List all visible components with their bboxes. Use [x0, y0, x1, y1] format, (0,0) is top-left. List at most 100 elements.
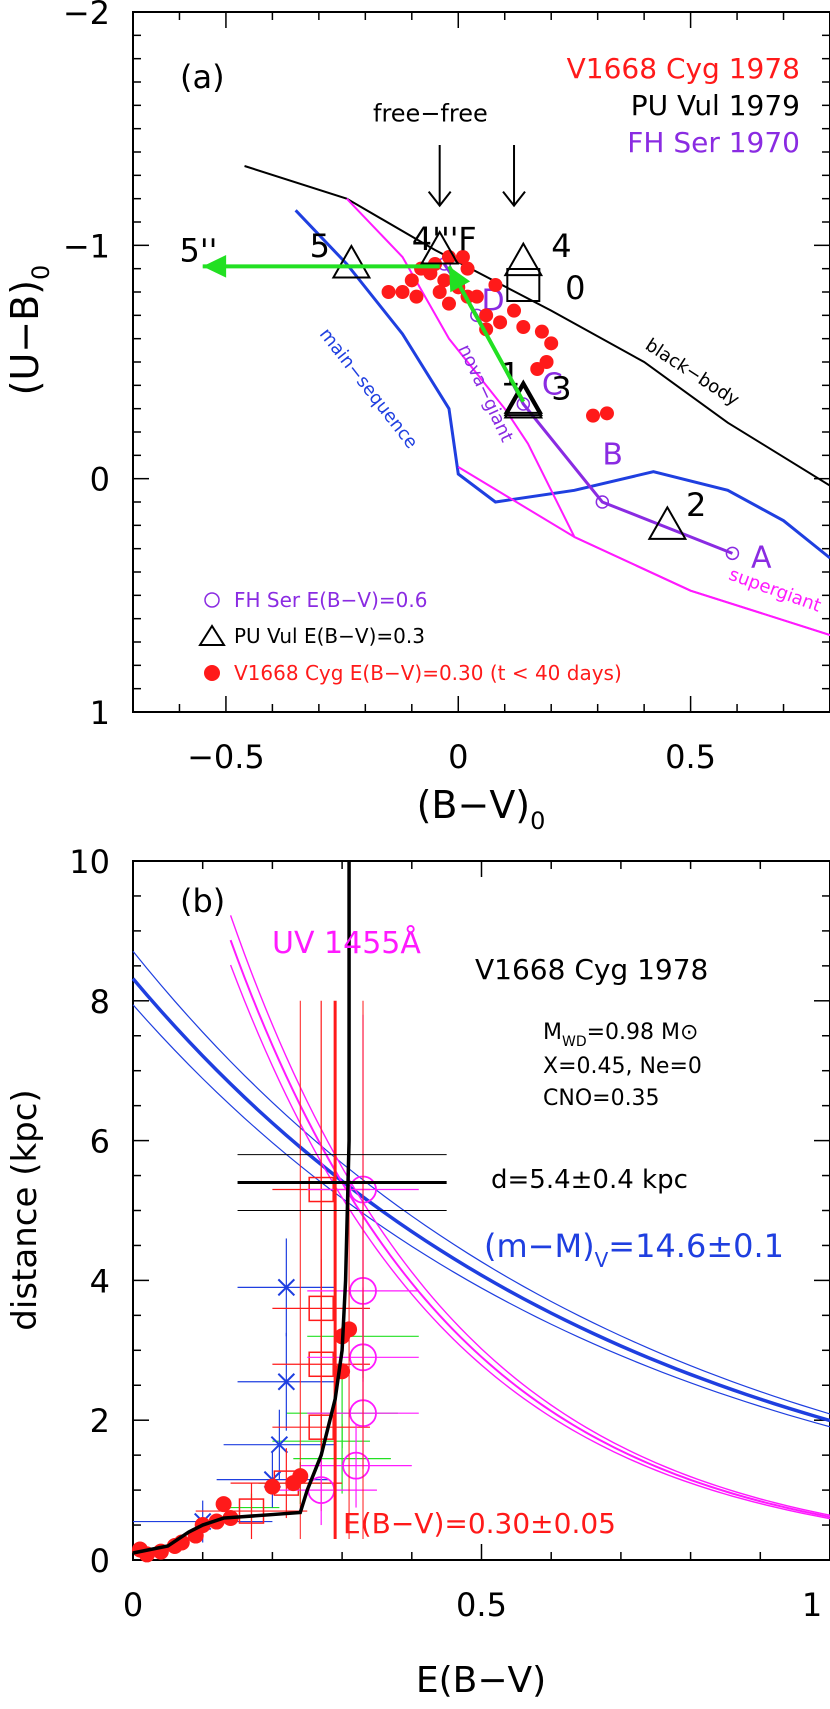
v1668-point — [469, 289, 484, 304]
distance-modulus-lower — [132, 1004, 830, 1428]
y-tick-label: 4 — [90, 1262, 110, 1300]
y-tick-label: 1 — [90, 694, 110, 732]
panel-label: (b) — [180, 882, 225, 920]
x-tick-label: 0.5 — [665, 738, 716, 776]
y-tick-label: −1 — [63, 227, 110, 265]
green-arrow-head — [202, 255, 227, 278]
pu-vul-point — [419, 229, 460, 265]
v1668-point — [544, 336, 559, 351]
legend-pu-vul: PU Vul E(B−V)=0.3 — [234, 624, 425, 648]
v1668-point — [432, 285, 447, 299]
pu-vul-label: 4''' — [412, 220, 459, 258]
red-circle-point — [215, 1496, 232, 1513]
red-circle-point — [264, 1478, 281, 1495]
v1668-point — [534, 324, 549, 339]
pu-vul-square — [506, 268, 541, 302]
v1668-point — [409, 289, 424, 304]
extinction-distance-curve — [132, 861, 351, 1555]
pu-vul-label: 4 — [551, 227, 571, 265]
pu-vul-point — [503, 379, 544, 414]
red-square-marker — [238, 1498, 265, 1524]
title-line: PU Vul 1979 — [631, 89, 800, 122]
blue-x-marker — [270, 1435, 289, 1454]
v1668-point — [441, 296, 456, 311]
params-composition: X=0.45, Ne=0 — [543, 1054, 702, 1079]
fh-ser-point — [725, 546, 740, 561]
v1668-point — [599, 406, 614, 421]
pu-vul-point — [503, 383, 544, 419]
v1668-point — [455, 250, 470, 264]
panel-a: −0.5 0 0.5 −2 −1 0 1 (B−V)0 (U−B)0 black−body main… — [3, 0, 830, 835]
pu-vul-label: 2 — [686, 486, 706, 524]
uv-1455-curve — [229, 964, 830, 1520]
v1668-point — [488, 278, 503, 292]
x-axis-label: (B−V)0 — [417, 783, 546, 835]
x-tick-label: −0.5 — [187, 738, 265, 776]
params-mwd: MWD=0.98 M⊙ — [543, 1020, 698, 1050]
red-circle-point — [292, 1468, 309, 1485]
v1668-point — [530, 362, 545, 376]
distance-modulus-curve — [131, 977, 830, 1423]
distance-modulus-upper — [132, 950, 830, 1415]
y-tick-label: 10 — [69, 843, 110, 881]
supergiant-label: supergiant — [726, 564, 824, 617]
v1668-point — [381, 285, 396, 299]
v1668-point — [493, 315, 508, 330]
free-free-arrow-head — [427, 191, 452, 208]
x-axis-label: E(B−V) — [416, 1660, 546, 1701]
x-tick-label: 0 — [448, 738, 468, 776]
x-tick-label: 1 — [802, 1586, 822, 1624]
pu-vul-label: 3 — [551, 369, 571, 407]
legend-v1668-marker — [204, 665, 220, 681]
y-tick-label: 8 — [90, 983, 110, 1021]
green-arrow-head — [448, 266, 471, 293]
free-free-label: free−free — [373, 100, 488, 128]
blue-x-marker — [277, 1373, 296, 1391]
v1668-point — [423, 266, 438, 281]
pu-vul-point — [331, 243, 372, 279]
fh-ser-label: C — [542, 368, 563, 403]
fh-ser-label: A — [751, 540, 772, 575]
pu-vul-label: F — [458, 220, 476, 258]
title-line: V1668 Cyg 1978 — [567, 52, 800, 85]
fh-ser-label: B — [602, 438, 623, 473]
pu-vul-point — [503, 241, 544, 277]
free-free-arrow-head — [502, 191, 526, 208]
fh-ser-point — [595, 495, 610, 509]
v1668-point — [479, 308, 494, 323]
params-cno: CNO=0.35 — [543, 1086, 660, 1111]
supergiant-curve — [457, 466, 830, 636]
magenta-circle-marker — [342, 1451, 370, 1480]
distance-modulus-label: (m−M)V=14.6±0.1 — [484, 1227, 784, 1272]
y-tick-label: −2 — [63, 0, 110, 32]
main−sequence-curve — [294, 209, 830, 560]
v1668-point — [586, 408, 601, 423]
v1668-point — [460, 261, 475, 276]
d-estimate-label: d=5.4±0.4 kpc — [491, 1165, 688, 1195]
pu-vul-label: 0 — [565, 269, 585, 307]
pu-vul-point — [647, 505, 688, 540]
panel-b-title: V1668 Cyg 1978 — [475, 953, 708, 986]
x-tick-label: 0 — [123, 1586, 143, 1624]
y-axis-label: distance (kpc) — [5, 1089, 45, 1330]
v1668-point — [437, 273, 452, 288]
ebv-estimate-label: E(B−V)=0.30±0.05 — [343, 1507, 616, 1540]
v1668-point — [395, 285, 410, 299]
y-axis-label: (U−B)0 — [3, 265, 55, 396]
x-tick-label: 0.5 — [456, 1586, 507, 1624]
y-tick-label: 6 — [90, 1123, 110, 1161]
y-tick-label: 0 — [90, 461, 110, 499]
legend-pu-vul-marker — [198, 624, 226, 646]
uv-1455-curve — [229, 939, 830, 1518]
uv-1455-curve — [229, 915, 830, 1516]
legend-fh-ser-marker — [204, 592, 220, 608]
v1668-point — [516, 320, 531, 334]
uv-1455-label: UV 1455Å — [272, 925, 421, 961]
green-arrow — [447, 265, 526, 403]
v1668-point — [507, 303, 522, 318]
pu-vul-point — [503, 381, 544, 417]
red-circle-point — [334, 1363, 351, 1380]
title-line: FH Ser 1970 — [627, 126, 800, 159]
